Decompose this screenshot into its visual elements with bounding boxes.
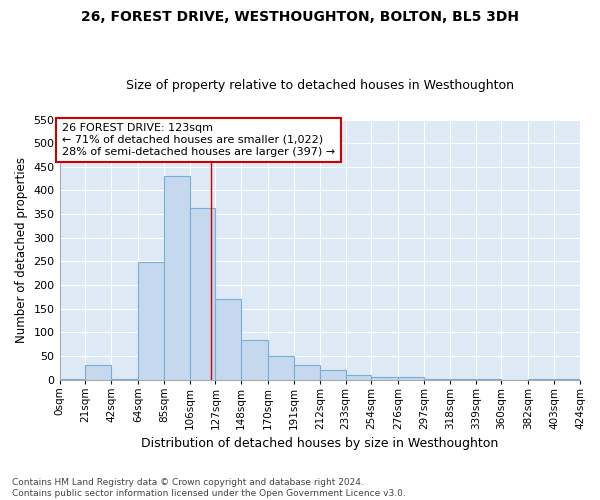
Bar (424, 378, 450, 380)
Bar (371, 377, 398, 380)
Bar (268, 356, 294, 380)
Text: Contains HM Land Registry data © Crown copyright and database right 2024.
Contai: Contains HM Land Registry data © Crown c… (12, 478, 406, 498)
Title: Size of property relative to detached houses in Westhoughton: Size of property relative to detached ho… (126, 79, 514, 92)
Bar (450, 378, 476, 380)
Bar (164, 176, 190, 380)
Bar (241, 340, 268, 380)
Text: 26 FOREST DRIVE: 123sqm
← 71% of detached houses are smaller (1,022)
28% of semi: 26 FOREST DRIVE: 123sqm ← 71% of detache… (62, 124, 335, 156)
Text: 26, FOREST DRIVE, WESTHOUGHTON, BOLTON, BL5 3DH: 26, FOREST DRIVE, WESTHOUGHTON, BOLTON, … (81, 10, 519, 24)
Bar (215, 299, 241, 380)
X-axis label: Distribution of detached houses by size in Westhoughton: Distribution of detached houses by size … (141, 437, 499, 450)
Bar (138, 262, 164, 380)
Bar (85, 366, 111, 380)
Bar (320, 370, 346, 380)
Bar (346, 375, 371, 380)
Y-axis label: Number of detached properties: Number of detached properties (15, 156, 28, 342)
Bar (398, 377, 424, 380)
Bar (190, 208, 215, 380)
Bar (111, 378, 138, 380)
Bar (294, 366, 320, 380)
